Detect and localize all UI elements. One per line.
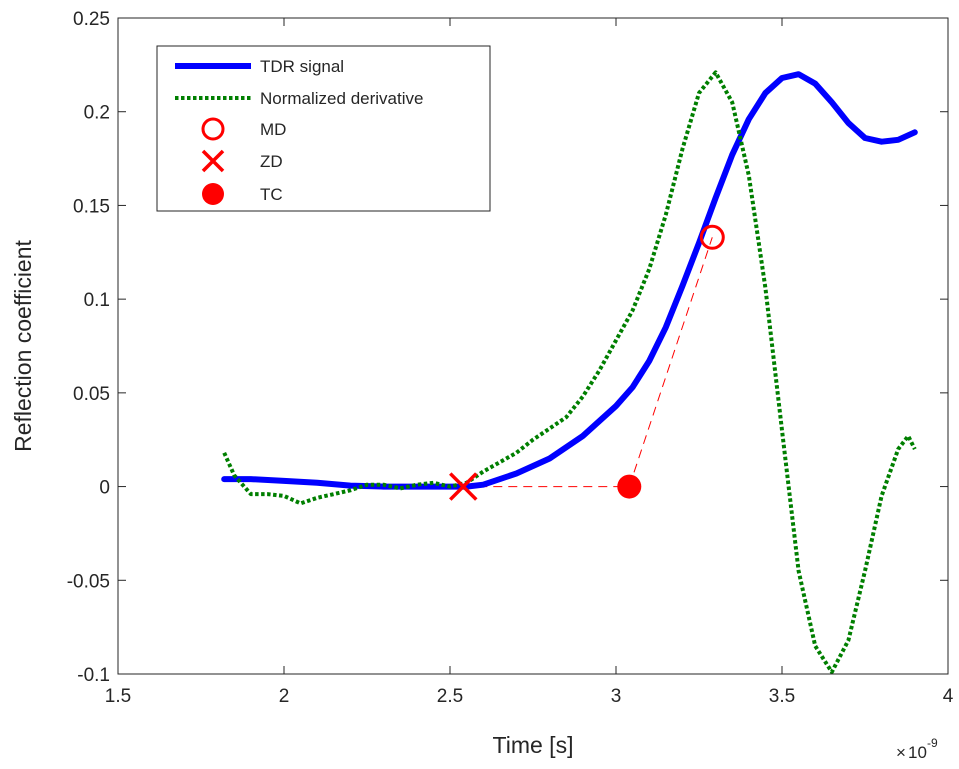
x-axis-ticks: 1.5 2 2.5 3 3.5 4 [105,18,954,707]
legend-label-normalized-derivative: Normalized derivative [260,89,423,108]
y-axis-label: Reflection coefficient [10,239,36,451]
legend: TDR signal Normalized derivative MD ZD T… [156,45,491,212]
marker-md [699,224,725,250]
series-layer [221,70,918,675]
y-tick-label: 0.05 [73,384,110,405]
y-tick-label: 0 [99,478,110,499]
y-tick-label: 0.25 [73,9,110,30]
legend-label-md: MD [260,120,286,139]
y-tick-label: 0.15 [73,196,110,217]
x-tick-label: 3.5 [769,686,795,707]
legend-label-tc: TC [260,185,283,204]
construction-lines [463,237,713,488]
x-exponent-power: -9 [927,736,938,750]
x-tick-label: 1.5 [105,686,131,707]
x-axis-label: Time [s] [493,732,574,758]
y-tick-label: 0.2 [84,103,110,124]
y-tick-label: -0.1 [77,665,110,686]
x-tick-label: 3 [611,686,622,707]
legend-swatch-md [201,117,225,141]
series-line-normalized-derivative [222,70,917,675]
marker-tc [617,474,642,499]
x-tick-label: 2.5 [437,686,463,707]
y-tick-label: 0.1 [84,290,110,311]
markers-layer [449,224,725,501]
legend-swatch-tc [202,183,224,205]
x-axis-exponent: × 10 -9 [896,736,938,762]
plot-frame [117,17,949,675]
construction-line-2 [628,237,713,487]
x-exponent-times: × [896,743,906,762]
legend-swatch-zd [201,149,225,173]
x-tick-label: 4 [943,686,954,707]
x-tick-label: 2 [279,686,290,707]
legend-label-zd: ZD [260,152,283,171]
y-tick-label: -0.05 [67,571,110,592]
marker-zd [449,472,478,501]
legend-label-tdr-signal: TDR signal [260,57,344,76]
y-axis-ticks: -0.1 -0.05 0 0.05 0.1 0.15 0.2 0.25 [67,9,948,686]
x-exponent-base: 10 [908,743,927,762]
